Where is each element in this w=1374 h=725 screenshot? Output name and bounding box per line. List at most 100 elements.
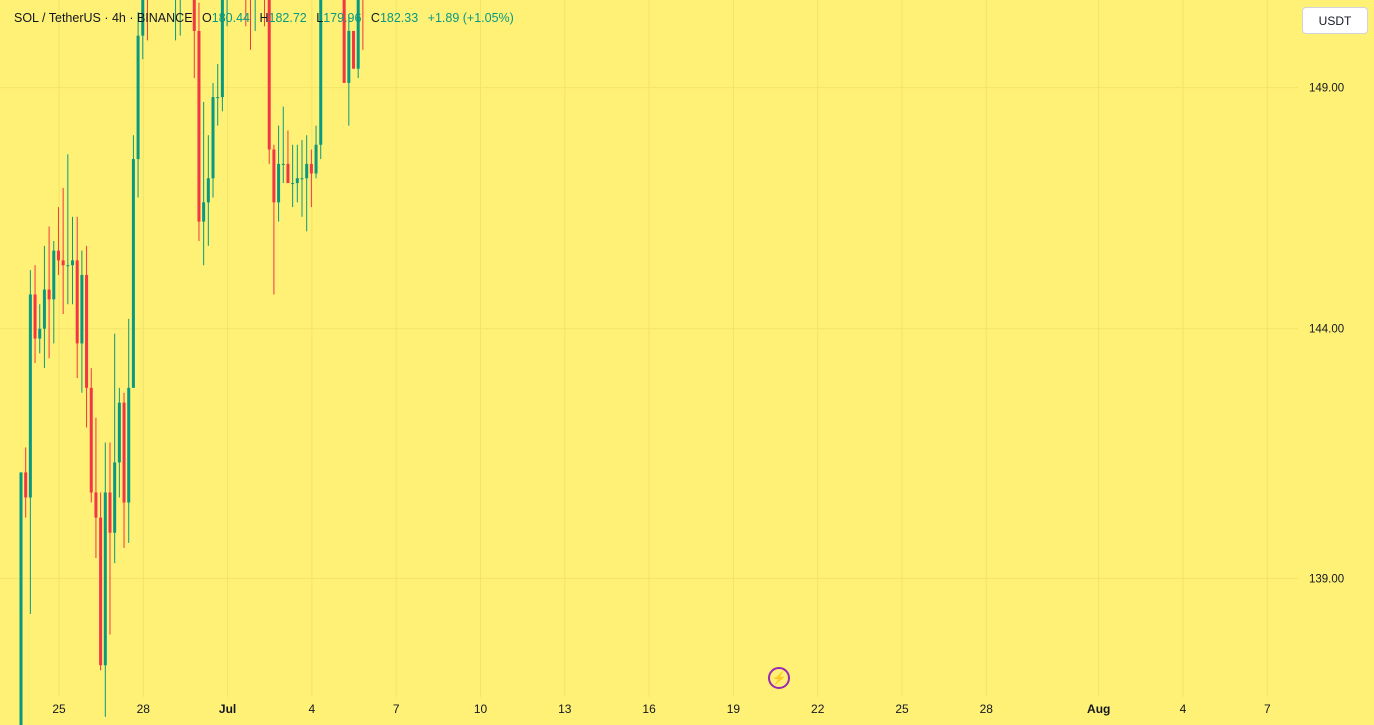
candle <box>131 135 135 388</box>
high-label: H <box>259 11 269 25</box>
candle-body <box>291 183 295 185</box>
x-tick-label: 19 <box>727 702 741 716</box>
candle-body <box>211 97 215 179</box>
high-value: 182.72 <box>268 11 307 25</box>
candle <box>356 0 360 79</box>
candle <box>197 2 201 241</box>
candle-body <box>347 30 351 83</box>
candle <box>264 0 266 27</box>
candle-body <box>309 163 313 174</box>
candle-body <box>52 250 56 300</box>
price-axis[interactable]: 260.00250.00240.00230.00219.00212.00204.… <box>1309 0 1344 586</box>
candle <box>291 144 295 208</box>
candle-body <box>136 35 140 160</box>
candle <box>127 318 131 543</box>
x-tick-label: 13 <box>558 702 572 716</box>
candle-body <box>108 492 112 533</box>
x-tick-label: Aug <box>1087 702 1110 716</box>
candle <box>75 216 79 378</box>
candle-body <box>295 178 299 184</box>
candle <box>24 447 28 518</box>
candle <box>309 149 313 208</box>
low-value: 179.96 <box>323 11 362 25</box>
candle <box>52 240 56 344</box>
candle <box>277 125 281 222</box>
candle <box>136 12 140 198</box>
symbol-legend: SOL / TetherUS · 4h · BINANCE O180.44 H1… <box>14 11 514 25</box>
currency-button[interactable]: USDT <box>1302 7 1368 34</box>
candle-body <box>305 163 309 179</box>
y-tick-label: 139.00 <box>1309 573 1344 585</box>
candle <box>342 0 346 83</box>
candle <box>33 265 37 364</box>
candle-body <box>197 30 201 222</box>
candle-body <box>352 30 356 69</box>
candle <box>71 216 75 305</box>
candle <box>319 0 323 160</box>
candle-body <box>281 163 285 165</box>
candle-body <box>342 0 346 83</box>
candle-body <box>56 250 60 261</box>
x-tick-label: 25 <box>52 702 66 716</box>
lightning-event-icon[interactable]: ⚡ <box>768 667 790 689</box>
candle <box>314 125 318 179</box>
time-axis[interactable]: 25 28 Jul 4 7 10 13 16 19 22 25 28 Aug 4 7 <box>52 702 1271 716</box>
candle <box>38 304 42 354</box>
candle <box>347 16 351 126</box>
candle-body <box>99 517 103 666</box>
candle <box>61 187 65 315</box>
close-label: C <box>370 11 380 25</box>
candle <box>220 0 224 112</box>
x-tick-label: 28 <box>137 702 151 716</box>
candle-body <box>33 294 37 339</box>
candle <box>175 0 177 41</box>
candle-body <box>66 265 70 267</box>
candle-body <box>267 0 271 150</box>
x-tick-label: 7 <box>1264 702 1271 716</box>
change-value: +1.89 (+1.05%) <box>427 11 514 25</box>
candle <box>281 106 285 184</box>
candle <box>267 0 271 164</box>
y-tick-label: 149.00 <box>1309 83 1344 95</box>
x-tick-label: 16 <box>642 702 656 716</box>
candle <box>249 0 251 50</box>
candles <box>19 0 364 725</box>
candle-body <box>192 0 196 31</box>
candle-body <box>28 294 32 498</box>
candle <box>141 0 145 60</box>
candle <box>108 442 112 635</box>
candle <box>85 245 89 428</box>
candle-body <box>314 144 318 174</box>
candle-body <box>42 289 46 329</box>
candle-body <box>80 274 84 344</box>
candle <box>272 144 276 295</box>
x-tick-label: 25 <box>895 702 909 716</box>
open-value: 180.44 <box>211 11 250 25</box>
y-tick-label: 144.00 <box>1309 324 1344 336</box>
candle-body <box>202 202 206 222</box>
candle <box>216 63 220 126</box>
candle-body <box>122 402 126 503</box>
candle-body <box>356 0 360 69</box>
x-tick-label: 4 <box>309 702 316 716</box>
candle-body <box>71 260 75 266</box>
x-tick-label: Jul <box>219 702 236 716</box>
candle <box>42 245 46 369</box>
candle <box>113 333 117 564</box>
x-tick-label: 10 <box>474 702 488 716</box>
candle <box>202 101 206 266</box>
candle <box>66 154 70 305</box>
candle <box>28 270 32 614</box>
x-tick-label: 28 <box>980 702 994 716</box>
candle-body <box>94 492 98 518</box>
low-label: L <box>316 11 324 25</box>
candle <box>47 226 51 359</box>
candle <box>122 392 126 548</box>
open-label: O <box>202 11 212 25</box>
candle-body <box>127 387 131 503</box>
symbol-title[interactable]: SOL / TetherUS · 4h · BINANCE <box>14 11 193 25</box>
candle-body <box>272 149 276 203</box>
x-tick-label: 4 <box>1180 702 1187 716</box>
